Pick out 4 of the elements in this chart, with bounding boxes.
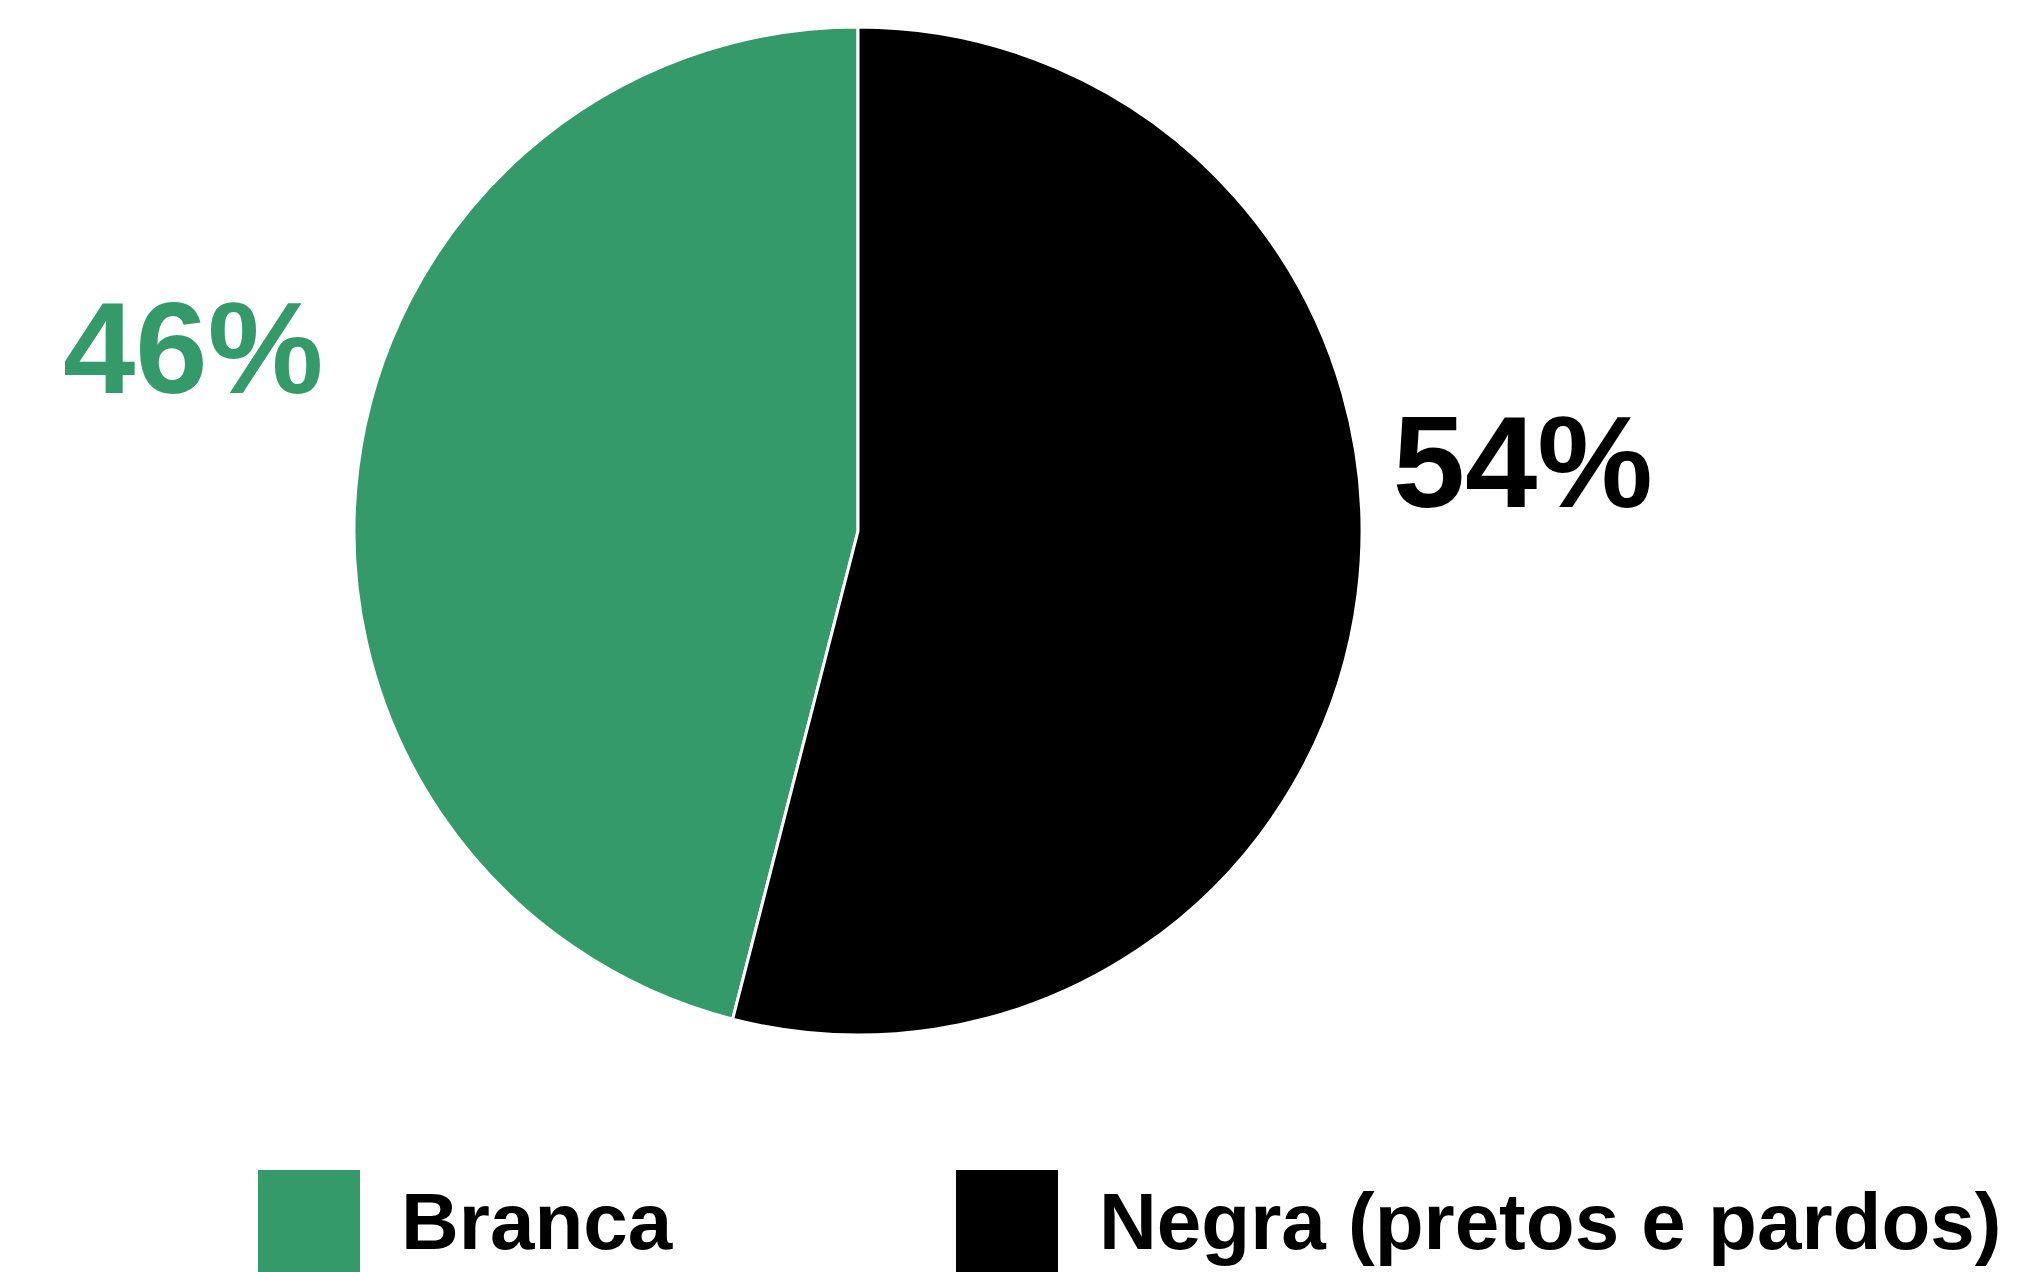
- legend-label: Negra (pretos e pardos): [1099, 1176, 2002, 1266]
- legend-label: Branca: [401, 1176, 673, 1266]
- data-label: 54%: [1392, 388, 1653, 535]
- data-label: 46%: [63, 275, 324, 422]
